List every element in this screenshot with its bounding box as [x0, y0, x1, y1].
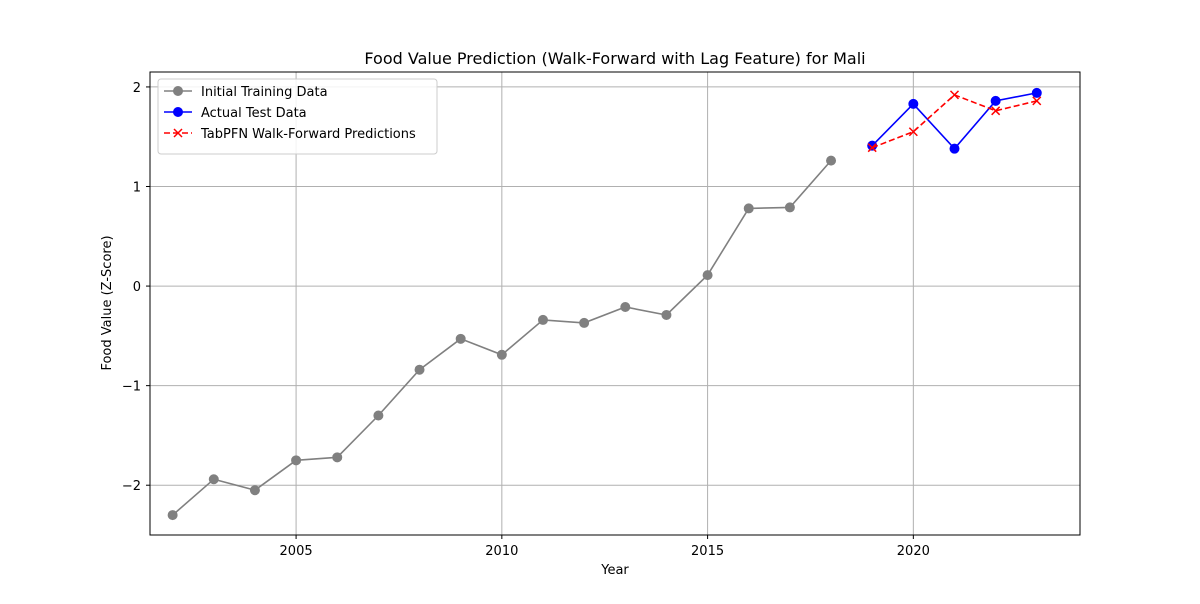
data-point — [332, 452, 343, 463]
y-tick-label: 0 — [133, 280, 141, 295]
legend-entry: TabPFN Walk-Forward Predictions — [164, 127, 416, 142]
chart-title: Food Value Prediction (Walk-Forward with… — [364, 49, 865, 68]
grid — [150, 72, 1080, 535]
x-tick-label: 2015 — [691, 544, 724, 559]
data-point — [291, 455, 302, 466]
series-1 — [867, 87, 1042, 154]
series-0 — [167, 155, 837, 521]
data-point — [1031, 87, 1042, 98]
series-line — [871, 92, 1037, 150]
axis-ticks: 2005 2010 2015 2020 −2 −1 0 1 2 — [122, 81, 930, 559]
y-axis-label: Food Value (Z-Score) — [100, 235, 115, 370]
data-point — [702, 270, 713, 281]
plot-frame — [149, 71, 1081, 536]
legend: Initial Training Data Actual Test Data Tab… — [157, 78, 438, 155]
legend-entry: Actual Test Data — [164, 106, 307, 121]
data-point — [908, 127, 918, 137]
legend-swatch-marker — [173, 107, 183, 117]
y-tick-label: 2 — [133, 81, 141, 96]
marker-stroke — [908, 127, 918, 137]
plot-series — [167, 87, 1042, 521]
data-point — [1032, 96, 1042, 106]
data-point — [208, 474, 219, 485]
data-point — [373, 410, 384, 421]
data-point — [455, 333, 466, 344]
data-point — [537, 314, 548, 325]
legend-label: Initial Training Data — [201, 85, 328, 100]
marker-stroke — [173, 128, 183, 138]
y-tick-label: 1 — [133, 181, 141, 196]
data-point — [414, 364, 425, 375]
data-point — [990, 95, 1001, 106]
y-tick-label: −2 — [122, 479, 141, 494]
x-tick-label: 2005 — [280, 544, 313, 559]
x-tick-label: 2010 — [485, 544, 518, 559]
data-point — [661, 309, 672, 320]
data-point — [620, 301, 631, 312]
data-point — [249, 485, 260, 496]
data-point — [949, 90, 960, 100]
legend-box — [157, 78, 438, 155]
marker-stroke — [867, 143, 877, 153]
data-point — [784, 202, 795, 213]
series-2 — [867, 90, 1042, 153]
data-point — [579, 317, 590, 328]
marker-stroke — [949, 90, 960, 100]
marker-stroke — [991, 106, 1001, 116]
data-point — [949, 143, 960, 154]
x-tick-label: 2020 — [897, 544, 930, 559]
data-point — [991, 106, 1001, 116]
data-point — [826, 155, 837, 166]
data-point — [743, 203, 754, 214]
data-point — [908, 98, 919, 109]
legend-swatch-marker — [173, 128, 183, 138]
legend-label: Actual Test Data — [201, 106, 307, 121]
x-axis-label: Year — [600, 563, 629, 578]
legend-swatch-marker — [173, 86, 183, 96]
legend-label: TabPFN Walk-Forward Predictions — [200, 127, 416, 142]
data-point — [167, 510, 178, 521]
legend-entry: Initial Training Data — [164, 85, 328, 100]
y-tick-label: −1 — [122, 380, 141, 395]
data-point — [867, 143, 877, 153]
data-point — [496, 349, 507, 360]
marker-stroke — [1032, 96, 1042, 106]
